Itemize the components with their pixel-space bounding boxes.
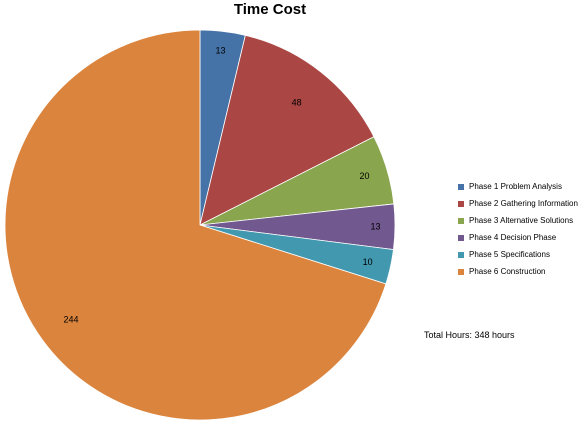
- legend-swatch: [458, 183, 464, 190]
- pie-slice-phase-2: [199, 34, 375, 226]
- data-label-phase-3: 20: [359, 171, 369, 181]
- legend-label: Phase 3 Alternative Solutions: [469, 216, 574, 225]
- pie-slice-phase-6: [4, 29, 387, 421]
- chart-legend: Phase 1 Problem Analysis Phase 2 Gatherin…: [458, 178, 586, 280]
- legend-swatch: [458, 217, 464, 224]
- legend-swatch: [458, 234, 464, 241]
- data-label-phase-1: 13: [216, 46, 226, 56]
- data-label-phase-6: 244: [63, 314, 78, 324]
- legend-item-phase-4: Phase 4 Decision Phase: [458, 229, 586, 246]
- chart-title: Time Cost: [233, 1, 307, 18]
- legend-label: Phase 1 Problem Analysis: [469, 182, 562, 191]
- legend-swatch: [458, 251, 464, 258]
- legend-label: Phase 4 Decision Phase: [469, 233, 557, 242]
- legend-item-phase-2: Phase 2 Gathering Information: [458, 195, 586, 212]
- legend-label: Phase 2 Gathering Information: [469, 199, 578, 208]
- legend-label: Phase 5 Specifications: [469, 250, 550, 259]
- legend-item-phase-1: Phase 1 Problem Analysis: [458, 178, 586, 195]
- total-hours-annotation: Total Hours: 348 hours: [424, 330, 515, 340]
- legend-item-phase-5: Phase 5 Specifications: [458, 246, 586, 263]
- legend-swatch: [458, 268, 464, 275]
- data-label-phase-5: 10: [363, 257, 373, 267]
- data-label-phase-4: 13: [370, 222, 380, 232]
- legend-item-phase-3: Phase 3 Alternative Solutions: [458, 212, 586, 229]
- legend-label: Phase 6 Construction: [469, 267, 546, 276]
- data-label-phase-2: 48: [292, 98, 302, 108]
- legend-swatch: [458, 200, 464, 207]
- legend-item-phase-6: Phase 6 Construction: [458, 263, 586, 280]
